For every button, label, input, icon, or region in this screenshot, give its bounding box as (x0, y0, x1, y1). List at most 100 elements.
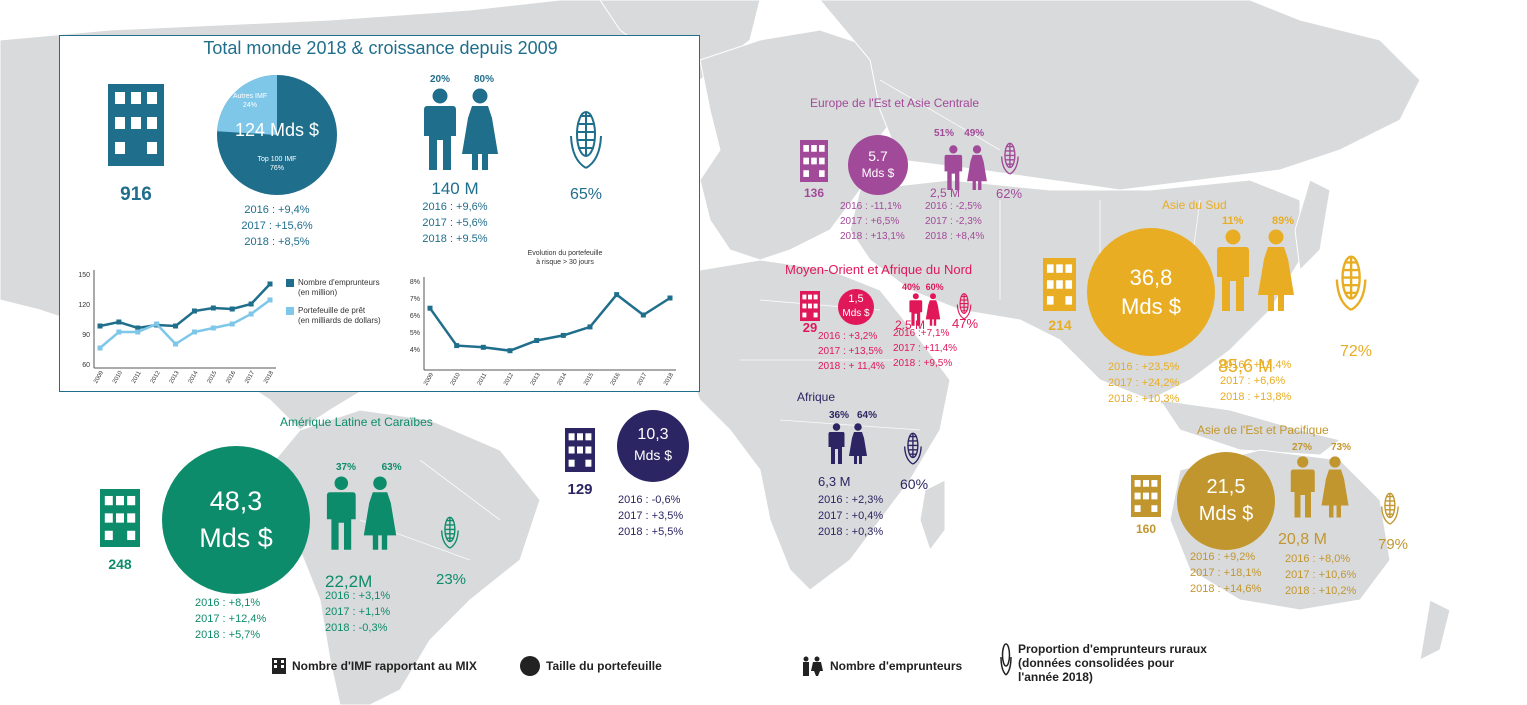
world-rural-pct: 65% (569, 186, 603, 203)
east_asia-borrowers-growth-0: 2016 : +8,0% (1285, 553, 1351, 565)
east_asia-portfolio-circle (1177, 452, 1275, 550)
people-icon (803, 656, 823, 676)
par30-chart-title-1: Evolution du portefeuille (527, 250, 603, 257)
world-institutions-count: 916 (120, 184, 152, 205)
world-borrowers-growth: 2016 : +9,6% 2017 : +5,6% 2018 : +9.5% (422, 201, 488, 245)
africa-portfolio-unit: Mds $ (633, 447, 673, 464)
data-point (154, 321, 160, 327)
south_asia-portfolio-circle (1087, 228, 1215, 356)
africa-borrowers: 6,3 M (818, 474, 851, 489)
data-point (248, 301, 254, 307)
x-tick-label: 2011 (131, 370, 143, 385)
mena-portfolio-growth-0: 2016 : +3,2% (818, 331, 878, 342)
south_asia-borrowers-growth-0: 2016 : +13,4% (1220, 359, 1292, 371)
africa-corn-icon (903, 430, 923, 465)
east_asia-female-pct: 73% (1331, 442, 1352, 453)
mena-portfolio-growth-2: 2018 : + 11,4% (818, 361, 885, 372)
world-borrowers: 140 M (431, 179, 479, 198)
eeca-woman-icon (966, 145, 988, 191)
y-tick-label: 7% (410, 296, 420, 303)
latam-borrowers: 22,2M (325, 572, 373, 591)
south_asia-rural-pct: 72% (1340, 343, 1373, 360)
data-point (116, 329, 122, 335)
africa-rural-pct: 60% (900, 476, 929, 492)
eeca-portfolio-value: 5.7 (868, 147, 888, 164)
data-point (534, 338, 540, 343)
eeca-portfolio-growth-0: 2016 : -11,1% (840, 201, 902, 212)
latam-female-pct: 63% (381, 462, 402, 473)
x-tick-label: 2017 (244, 370, 256, 385)
pie-label-others: Autres IMF (232, 93, 268, 100)
mena-portfolio-circle (838, 289, 874, 325)
east_asia-corn-icon (1380, 490, 1400, 525)
africa-female-pct: 64% (857, 410, 878, 421)
africa-institutions: 129 (567, 481, 593, 498)
south_asia-region-title: Asie du Sud (1162, 198, 1227, 212)
map-new-zealand (1419, 599, 1451, 661)
east_asia-portfolio-value: 21,5 (1206, 476, 1246, 498)
latam-building-icon (100, 489, 140, 547)
south_asia-borrowers-growth-1: 2017 : +6,6% (1220, 375, 1286, 387)
eeca-institutions: 136 (803, 186, 825, 200)
eeca-region-title: Europe de l'Est et Asie Centrale (810, 96, 980, 110)
east_asia-portfolio-growth-0: 2016 : +9,2% (1190, 551, 1256, 563)
chart1-legend: Nombre d'emprunteurs (en million) Portefe… (286, 278, 426, 326)
legend-borrowers: Nombre d'emprunteurs (en million) (286, 278, 426, 298)
eeca-borrowers-growth-0: 2016 : -2,5% (925, 201, 982, 212)
y-tick-label: 150 (78, 272, 90, 279)
corn-icon (1000, 643, 1012, 676)
latam-portfolio-unit: Mds $ (199, 522, 273, 553)
data-point (427, 305, 433, 311)
mena-portfolio-value: 1,5 (848, 293, 864, 306)
east_asia-borrowers: 20,8 M (1278, 531, 1327, 548)
series-line (99, 298, 271, 349)
east_asia-rural-pct: 79% (1378, 536, 1409, 553)
africa-woman-icon (848, 423, 868, 464)
data-point (135, 325, 141, 331)
data-point (667, 295, 673, 301)
y-tick-label: 5% (410, 330, 420, 337)
south_asia-male-pct: 11% (1222, 215, 1244, 227)
man-icon (424, 88, 456, 170)
world-female-pct: 80% (473, 74, 494, 85)
par30-chart: 4% 5% 6% 7% 8% 2009 2010 2011 2012 2013 2014 2015 20… (410, 277, 676, 387)
legend-borrowers-count: Nombre d'emprunteurs (800, 656, 962, 676)
corn-icon (570, 111, 602, 169)
y-tick-label: 60 (82, 362, 90, 369)
latam-portfolio-growth-1: 2017 : +12,4% (195, 613, 267, 625)
south_asia-corn-icon (1334, 251, 1368, 312)
series-line (428, 292, 671, 352)
world-portfolio-growth: 2016 : +9,4% 2017 : +15,6% 2018 : +8,5% (241, 204, 313, 248)
eeca-portfolio-unit: Mds $ (861, 166, 895, 181)
series-line (99, 283, 271, 330)
y-tick-label: 8% (410, 279, 420, 286)
eeca-portfolio-growth-1: 2017 : +6,5% (840, 216, 900, 227)
africa-borrowers-growth-2: 2018 : +0,3% (818, 526, 884, 538)
latam-portfolio-growth-2: 2018 : +5,7% (195, 629, 261, 641)
map-russia (819, 0, 1421, 191)
mena-man-icon (909, 293, 923, 326)
circle-icon (520, 656, 540, 676)
data-point (587, 324, 593, 330)
pie-label-top100: Top 100 IMF (257, 156, 297, 163)
east_asia-borrowers-growth-1: 2017 : +10,6% (1285, 569, 1357, 581)
data-point (191, 329, 197, 335)
latam-portfolio-growth-0: 2016 : +8,1% (195, 597, 261, 609)
east_asia-borrowers-growth-2: 2018 : +10,2% (1285, 585, 1357, 597)
x-tick-label: 2010 (112, 370, 124, 385)
latam-region-title: Amérique Latine et Caraïbes (280, 415, 433, 429)
data-point (173, 341, 179, 347)
eeca-portfolio-circle (848, 135, 908, 195)
world-portfolio-total: 124 Mds $ (234, 120, 320, 140)
mena-female-pct: 60% (925, 282, 944, 292)
south_asia-portfolio-growth-1: 2017 : +24,2% (1108, 377, 1180, 389)
data-point (229, 321, 235, 327)
africa-portfolio-growth-0: 2016 : -0,6% (618, 494, 681, 506)
south_asia-building-icon (1043, 258, 1076, 311)
eeca-rural-pct: 62% (996, 186, 1023, 201)
y-tick-label: 4% (410, 347, 420, 354)
south_asia-portfolio-growth-2: 2018 : +10,3% (1108, 393, 1180, 405)
legend-institutions: Nombre d'IMF rapportant au MIX (272, 658, 477, 674)
data-point (267, 297, 273, 303)
africa-portfolio-value: 10,3 (637, 426, 669, 443)
